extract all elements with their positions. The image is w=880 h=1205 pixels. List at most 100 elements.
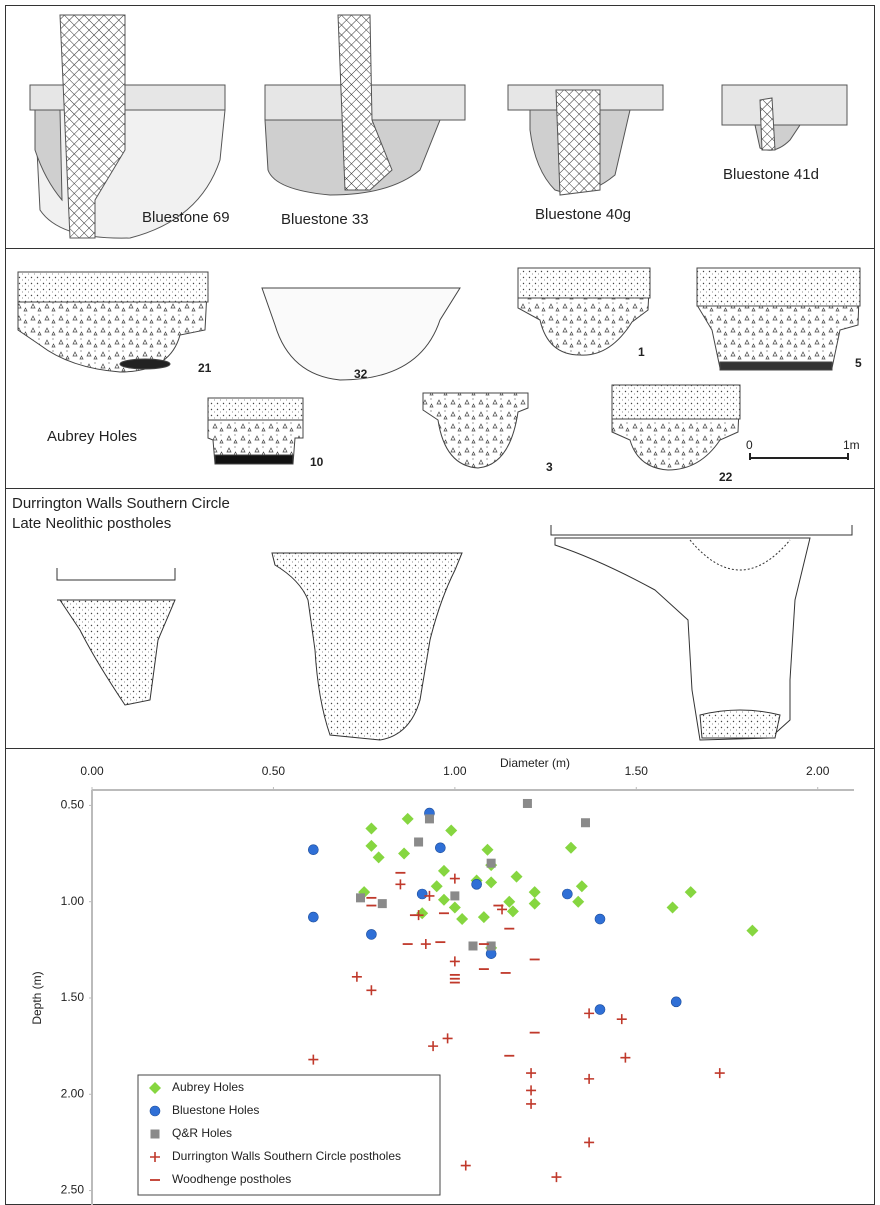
point bbox=[445, 824, 457, 836]
point bbox=[435, 843, 445, 853]
bluestone-label: Bluestone 69 bbox=[142, 209, 230, 226]
point bbox=[308, 845, 318, 855]
x-tick-label: 2.00 bbox=[806, 764, 830, 778]
point bbox=[482, 844, 494, 856]
y-axis-label: Depth (m) bbox=[30, 971, 44, 1024]
point bbox=[308, 1055, 318, 1065]
point bbox=[584, 1137, 594, 1147]
x-tick-label: 1.50 bbox=[625, 764, 649, 778]
scale-label: 1m bbox=[843, 438, 860, 452]
aubrey-sketches bbox=[18, 268, 860, 470]
point bbox=[478, 911, 490, 923]
point bbox=[526, 1085, 536, 1095]
legend-label: Q&R Holes bbox=[172, 1126, 232, 1140]
point bbox=[620, 1053, 630, 1063]
point bbox=[421, 939, 431, 949]
point bbox=[715, 1068, 725, 1078]
point bbox=[469, 941, 478, 950]
point bbox=[365, 823, 377, 835]
legend-label: Bluestone Holes bbox=[172, 1103, 259, 1117]
point bbox=[667, 901, 679, 913]
point bbox=[565, 842, 577, 854]
aubrey-title: Aubrey Holes bbox=[47, 428, 137, 445]
point bbox=[356, 893, 365, 902]
point bbox=[595, 914, 605, 924]
figure: Bluestone 69 Bluestone 33 Bluestone 40g … bbox=[0, 0, 880, 1205]
x-tick-label: 0.50 bbox=[262, 764, 286, 778]
aubrey-number: 10 bbox=[310, 455, 324, 469]
legend-label: Aubrey Holes bbox=[172, 1080, 244, 1094]
point bbox=[485, 876, 497, 888]
legend-label: Woodhenge postholes bbox=[172, 1172, 291, 1186]
point bbox=[414, 837, 423, 846]
point bbox=[443, 1033, 453, 1043]
point bbox=[507, 905, 519, 917]
point bbox=[438, 865, 450, 877]
x-axis-label: Diameter (m) bbox=[500, 756, 570, 770]
point bbox=[529, 898, 541, 910]
y-tick-label: 2.00 bbox=[61, 1086, 85, 1100]
bluestone-sketches bbox=[30, 15, 847, 238]
aubrey-number: 3 bbox=[546, 460, 553, 474]
point bbox=[373, 851, 385, 863]
point bbox=[487, 941, 496, 950]
y-tick-label: 1.00 bbox=[61, 894, 85, 908]
point bbox=[425, 814, 434, 823]
point bbox=[503, 896, 515, 908]
point bbox=[417, 889, 427, 899]
point bbox=[685, 886, 697, 898]
point bbox=[431, 880, 443, 892]
point bbox=[595, 1005, 605, 1015]
bluestone-label: Bluestone 41d bbox=[723, 166, 819, 183]
point bbox=[402, 813, 414, 825]
point bbox=[472, 879, 482, 889]
scale-label: 0 bbox=[746, 438, 753, 452]
legend-marker bbox=[151, 1130, 160, 1139]
y-tick-label: 0.50 bbox=[61, 798, 85, 812]
point bbox=[487, 859, 496, 868]
point bbox=[352, 972, 362, 982]
y-tick-label: 1.50 bbox=[61, 990, 85, 1004]
x-tick-label: 1.00 bbox=[443, 764, 467, 778]
point bbox=[523, 799, 532, 808]
point bbox=[461, 1161, 471, 1171]
legend-marker bbox=[150, 1106, 160, 1116]
point bbox=[308, 912, 318, 922]
point bbox=[428, 1041, 438, 1051]
point bbox=[746, 925, 758, 937]
point bbox=[526, 1099, 536, 1109]
point bbox=[551, 1172, 561, 1182]
point bbox=[584, 1008, 594, 1018]
point bbox=[366, 929, 376, 939]
point bbox=[581, 818, 590, 827]
point bbox=[529, 886, 541, 898]
point bbox=[562, 889, 572, 899]
point bbox=[526, 1068, 536, 1078]
bluestone-label: Bluestone 33 bbox=[281, 211, 369, 228]
durrington-title: Durrington Walls Southern Circle bbox=[12, 495, 230, 512]
point bbox=[438, 894, 450, 906]
point bbox=[584, 1074, 594, 1084]
point bbox=[511, 871, 523, 883]
durrington-sketches bbox=[57, 525, 852, 740]
point bbox=[572, 896, 584, 908]
aubrey-number: 1 bbox=[638, 345, 645, 359]
point bbox=[449, 901, 461, 913]
point bbox=[617, 1014, 627, 1024]
point bbox=[671, 997, 681, 1007]
aubrey-number: 21 bbox=[198, 361, 212, 375]
point bbox=[456, 913, 468, 925]
point bbox=[378, 899, 387, 908]
aubrey-number: 5 bbox=[855, 356, 862, 370]
point bbox=[450, 874, 460, 884]
point bbox=[365, 840, 377, 852]
figure-svg: Bluestone 69 Bluestone 33 Bluestone 40g … bbox=[0, 0, 880, 1205]
point bbox=[398, 848, 410, 860]
durrington-subtitle: Late Neolithic postholes bbox=[12, 515, 171, 532]
point bbox=[450, 956, 460, 966]
aubrey-number: 22 bbox=[719, 470, 733, 484]
point bbox=[450, 891, 459, 900]
legend-label: Durrington Walls Southern Circle posthol… bbox=[172, 1149, 401, 1163]
bluestone-label: Bluestone 40g bbox=[535, 206, 631, 223]
aubrey-number: 32 bbox=[354, 367, 368, 381]
